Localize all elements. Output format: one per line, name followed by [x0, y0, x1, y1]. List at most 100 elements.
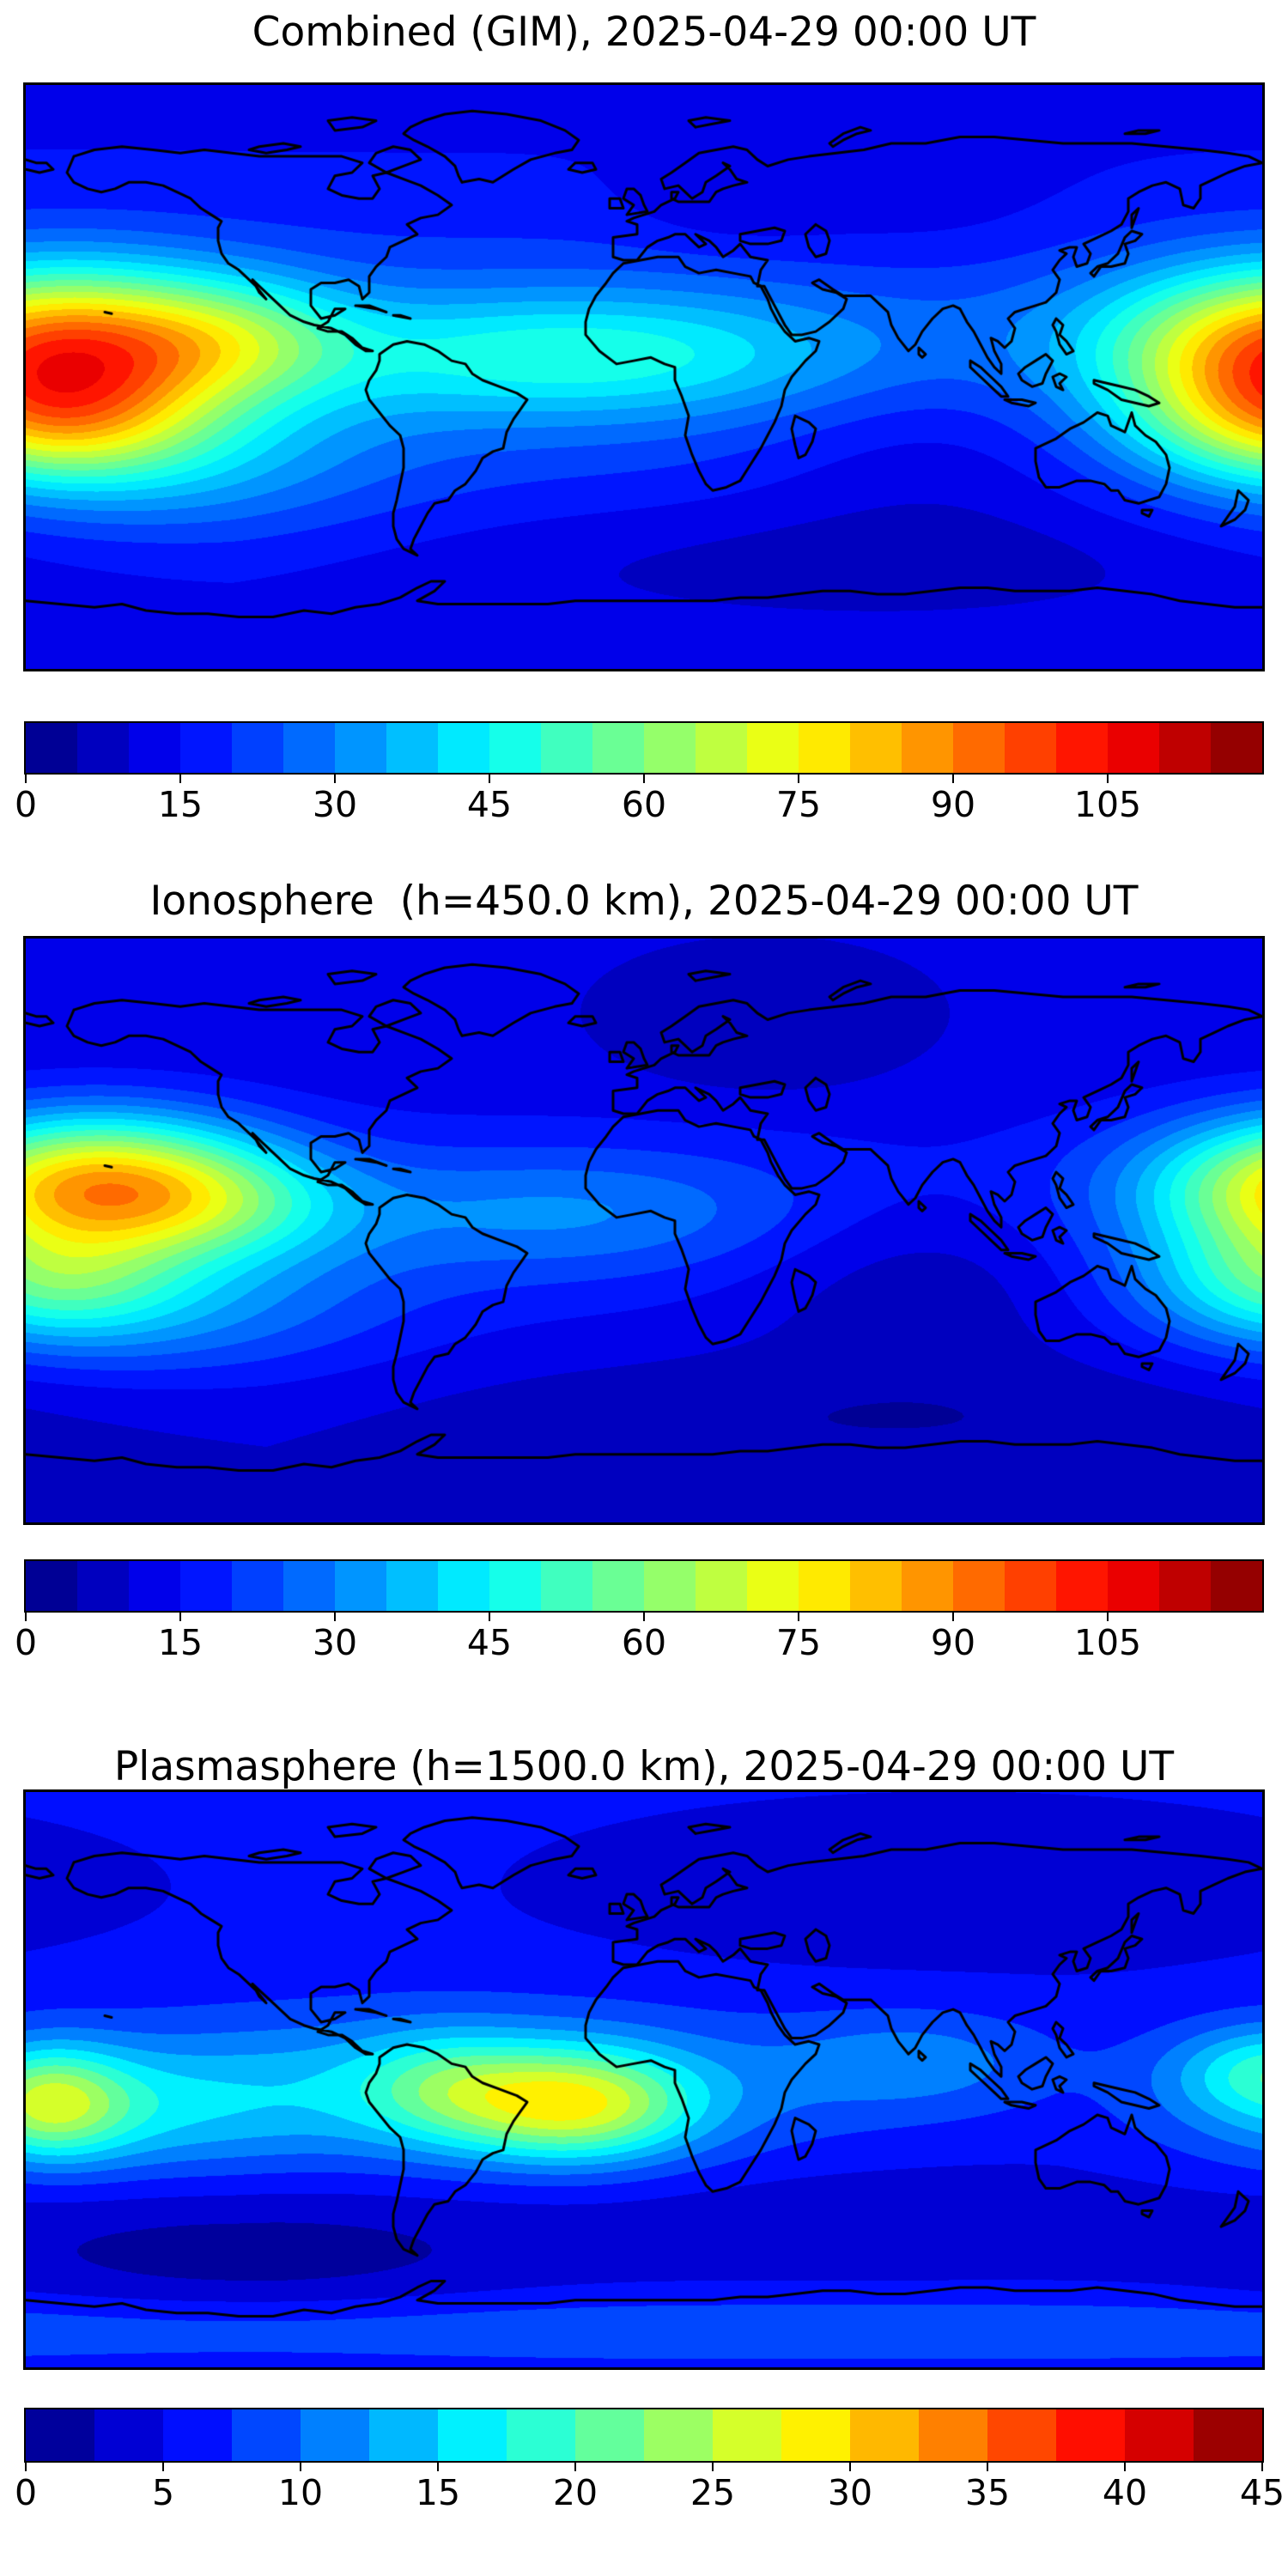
colorbar-tick [1123, 2461, 1126, 2471]
colorbar-segment [592, 723, 644, 773]
colorbar-segment [438, 1561, 489, 1611]
colorbar-segment [438, 723, 489, 773]
colorbar-ticks-ionosphere: 0 15 30 45 60 75 90 105 [15, 1611, 1262, 1663]
colorbar-tick [299, 2461, 301, 2471]
colorbar-segment [850, 1561, 902, 1611]
colorbar-segment [232, 723, 283, 773]
colorbar-segment [489, 1561, 541, 1611]
map-canvas-ionosphere [26, 939, 1262, 1522]
colorbar-segment [1211, 723, 1262, 773]
colorbar-tick [952, 773, 954, 783]
colorbar-segment [541, 1561, 592, 1611]
colorbar-segment [386, 723, 438, 773]
colorbar-tick-label: 30 [312, 1622, 358, 1663]
colorbar-tick-label: 45 [466, 1622, 513, 1663]
colorbar-tick [798, 1611, 799, 1621]
colorbar-segment [335, 723, 386, 773]
colorbar-tick [179, 1611, 181, 1621]
colorbar-tick-label: 15 [415, 2472, 461, 2513]
colorbar-tick [489, 1611, 490, 1621]
colorbar-segment [335, 1561, 386, 1611]
colorbar-segment [902, 723, 953, 773]
colorbar-ionosphere [24, 1559, 1264, 1613]
colorbar-plasmasphere [24, 2408, 1264, 2463]
colorbar-segment [799, 1561, 850, 1611]
colorbar-tick-label: 0 [14, 1622, 38, 1663]
colorbar-segment [26, 1561, 77, 1611]
colorbar-segment [919, 2409, 987, 2461]
colorbar-tick-label: 30 [312, 784, 358, 825]
colorbar-segment [953, 1561, 1005, 1611]
colorbar-segment [850, 723, 902, 773]
colorbar-segment [592, 1561, 644, 1611]
colorbar-segment [180, 1561, 232, 1611]
colorbar-segment [1159, 1561, 1211, 1611]
colorbar-segment [1125, 2409, 1194, 2461]
colorbar-tick [334, 1611, 336, 1621]
colorbar-segment [129, 723, 180, 773]
colorbar-segment [1211, 1561, 1262, 1611]
colorbar-segment [489, 723, 541, 773]
colorbar-tick-label: 25 [690, 2472, 736, 2513]
colorbar-tick-label: 45 [466, 784, 513, 825]
colorbar-ticks-combined: 0 15 30 45 60 75 90 105 [15, 773, 1262, 825]
colorbar-tick-label: 20 [552, 2472, 598, 2513]
colorbar-tick-label: 45 [1239, 2472, 1285, 2513]
colorbar-segment [1056, 2409, 1125, 2461]
colorbar-combined [24, 721, 1264, 775]
colorbar-tick-label: 35 [964, 2472, 1011, 2513]
colorbar-segment [1108, 1561, 1159, 1611]
colorbar-tick-label: 90 [930, 1622, 976, 1663]
colorbar-tick-label: 75 [775, 784, 822, 825]
map-canvas-combined [26, 85, 1262, 669]
colorbar-ticks-plasmasphere: 0 5 10 15 20 25 30 35 40 45 [15, 2461, 1285, 2513]
colorbar-tick [643, 773, 645, 783]
colorbar-segment [283, 723, 335, 773]
colorbar-tick [712, 2461, 714, 2471]
colorbar-tick [1261, 2461, 1263, 2471]
colorbar-tick-label: 40 [1102, 2472, 1148, 2513]
colorbar-segment [747, 1561, 799, 1611]
colorbar-tick-label: 0 [14, 2472, 38, 2513]
colorbar-tick-label: 15 [157, 1622, 204, 1663]
colorbar-segment [575, 2409, 644, 2461]
colorbar-segment [283, 1561, 335, 1611]
colorbar-segment [644, 1561, 696, 1611]
map-plasmasphere [23, 1789, 1265, 2370]
colorbar-tick-label: 30 [827, 2472, 873, 2513]
colorbar-tick [1107, 773, 1109, 783]
colorbar-tick [574, 2461, 576, 2471]
colorbar-tick [179, 773, 181, 783]
colorbar-tick [798, 773, 799, 783]
colorbar-segment [799, 723, 850, 773]
colorbar-tick-label: 0 [14, 784, 38, 825]
colorbar-segment [507, 2409, 575, 2461]
colorbar-segment [953, 723, 1005, 773]
colorbar-segment [180, 723, 232, 773]
colorbar-segment [902, 1561, 953, 1611]
colorbar-segment [1108, 723, 1159, 773]
colorbar-segment [713, 2409, 781, 2461]
colorbar-tick-label: 105 [1073, 784, 1142, 825]
colorbar-segment [1159, 723, 1211, 773]
colorbar-segment [987, 2409, 1056, 2461]
panel-title-plasmasphere: Plasmasphere (h=1500.0 km), 2025-04-29 0… [113, 1743, 1175, 1790]
colorbar-segment [77, 1561, 129, 1611]
colorbar-segment [541, 723, 592, 773]
colorbar-tick [25, 2461, 27, 2471]
colorbar-tick [25, 1611, 27, 1621]
colorbar-segment [747, 723, 799, 773]
colorbar-tick [489, 773, 490, 783]
colorbar-tick [643, 1611, 645, 1621]
colorbar-segment [163, 2409, 232, 2461]
colorbar-tick [849, 2461, 851, 2471]
colorbar-segment [1056, 1561, 1108, 1611]
colorbar-tick-label: 10 [277, 2472, 324, 2513]
colorbar-tick [437, 2461, 439, 2471]
colorbar-tick-label: 5 [151, 2472, 175, 2513]
map-canvas-plasmasphere [26, 1792, 1262, 2367]
panel-title-combined: Combined (GIM), 2025-04-29 00:00 UT [252, 9, 1036, 56]
colorbar-tick [952, 1611, 954, 1621]
map-combined [23, 82, 1265, 671]
